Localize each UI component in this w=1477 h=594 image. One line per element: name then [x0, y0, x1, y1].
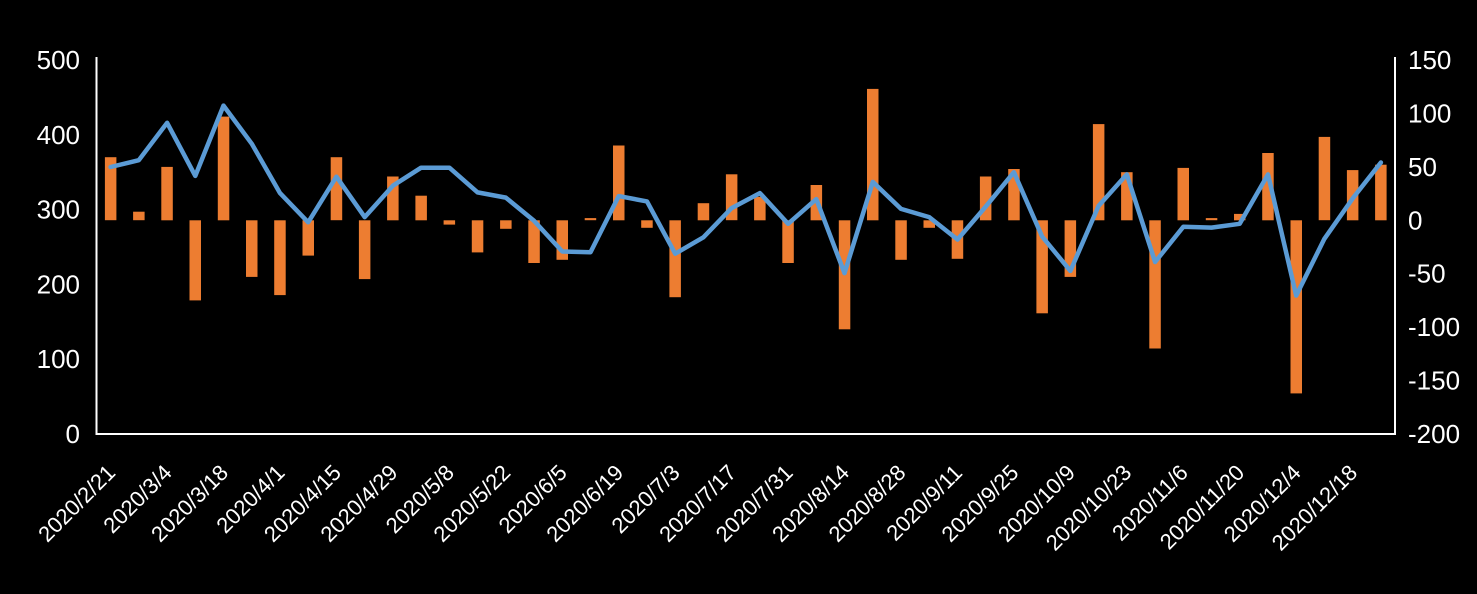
right-axis-tick-label: -200 — [1408, 419, 1460, 449]
left-axis-tick-label: 400 — [37, 120, 80, 150]
bar — [669, 220, 681, 298]
bar — [867, 88, 879, 221]
right-axis-labels: 150 100 50 0 -50 -100 -150 -200 — [1408, 45, 1460, 449]
bar — [274, 220, 286, 296]
bar — [754, 196, 766, 221]
left-axis-tick-label: 0 — [66, 419, 80, 449]
bar — [133, 211, 145, 221]
bar — [1234, 213, 1246, 221]
bar — [1318, 136, 1331, 221]
bar — [189, 220, 201, 301]
bar — [471, 220, 484, 253]
bar — [1121, 172, 1133, 221]
bar — [302, 220, 314, 256]
right-axis-tick-label: 100 — [1408, 98, 1451, 128]
bar — [104, 157, 117, 221]
bar — [528, 220, 540, 263]
bar — [895, 220, 907, 260]
bar — [415, 195, 427, 221]
bar — [330, 157, 343, 221]
bar — [641, 220, 653, 228]
bar — [387, 176, 399, 221]
left-axis-tick-label: 500 — [37, 45, 80, 75]
bar — [1375, 164, 1387, 221]
bar — [613, 145, 625, 221]
left-axis-tick-label: 100 — [37, 344, 80, 374]
bar — [443, 220, 456, 225]
bar — [358, 220, 371, 280]
bar — [1036, 220, 1048, 314]
line-series — [108, 103, 1384, 298]
bar — [217, 116, 230, 221]
left-axis-tick-label: 200 — [37, 269, 80, 299]
bar — [1149, 220, 1161, 349]
bar — [161, 166, 173, 221]
axes — [95, 57, 1396, 435]
bar — [500, 220, 512, 229]
bar-series — [104, 88, 1387, 394]
bar — [1008, 169, 1020, 221]
bar — [556, 220, 568, 260]
right-axis-tick-label: 0 — [1408, 205, 1422, 235]
bar — [725, 174, 738, 221]
right-axis-tick-label: -150 — [1408, 366, 1460, 396]
bar — [584, 218, 597, 221]
bar — [1064, 220, 1077, 277]
bar — [697, 203, 710, 221]
bar — [1262, 153, 1274, 221]
bar — [782, 220, 794, 263]
right-axis-tick-label: 50 — [1408, 152, 1437, 182]
bar — [979, 176, 992, 221]
bar — [246, 220, 258, 277]
left-axis-tick-label: 300 — [37, 195, 80, 225]
right-axis-tick-label: 150 — [1408, 45, 1451, 75]
bar — [923, 220, 935, 228]
bar — [1290, 220, 1302, 394]
bar — [1177, 167, 1189, 221]
left-axis-labels: 500 400 300 200 100 0 — [37, 45, 80, 449]
right-axis-tick-label: -50 — [1408, 259, 1446, 289]
bar — [1205, 218, 1218, 221]
bar — [1092, 124, 1105, 221]
right-axis-tick-label: -100 — [1408, 312, 1460, 342]
